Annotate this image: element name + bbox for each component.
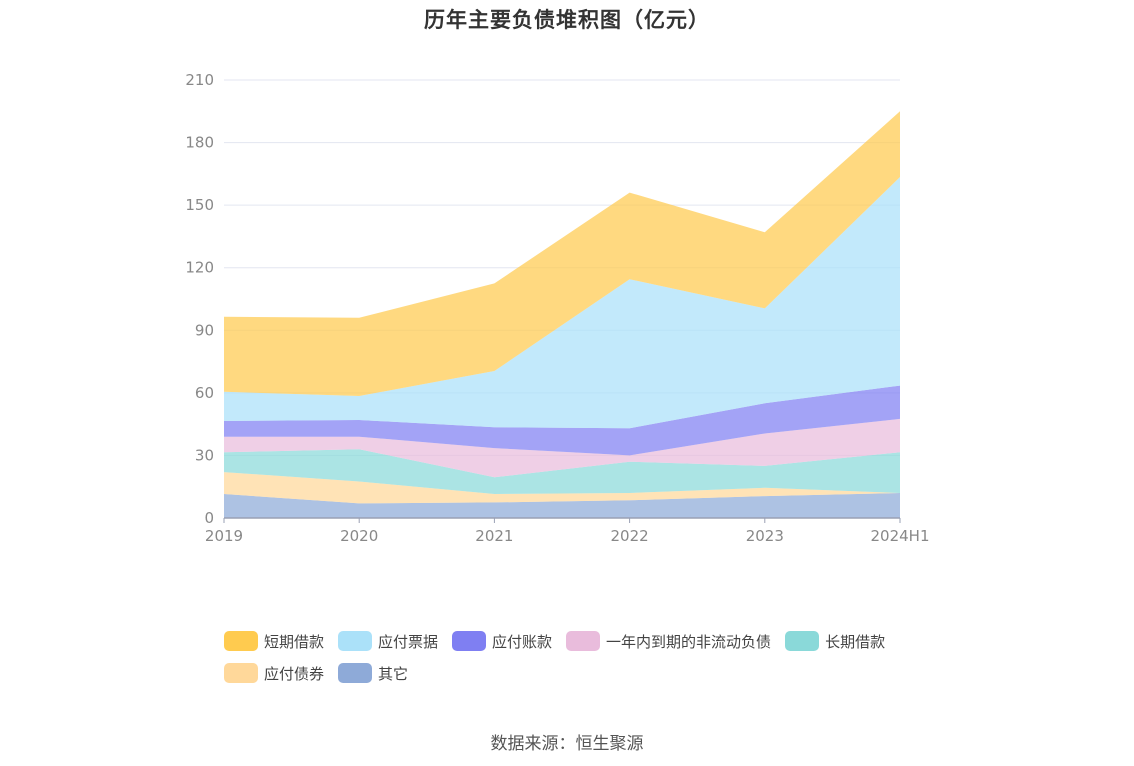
area-series-3[interactable] [224,418,900,478]
y-tick-label: 60 [195,384,214,402]
y-tick-label: 150 [185,196,214,214]
y-tick-label: 30 [195,446,214,464]
legend-item[interactable]: 应付债券 [224,662,324,684]
legend-swatch [338,631,373,651]
y-tick-label: 0 [204,509,214,527]
chart-legend: 短期借款 应付票据 应付账款 一年内到期的非流动负债 长期借款应付债券 其它 [224,630,944,684]
legend-swatch [566,631,601,651]
legend-label: 其它 [378,664,409,683]
chart-title: 历年主要负债堆积图（亿元） [424,8,710,32]
y-tick-label: 180 [185,134,214,152]
area-series-0[interactable] [224,493,900,518]
y-tick-label: 120 [185,259,214,277]
y-tick-label: 90 [195,321,214,339]
legend-label: 一年内到期的非流动负债 [606,632,772,651]
area-series-5[interactable] [224,177,900,429]
legend-item[interactable]: 一年内到期的非流动负债 [566,630,771,652]
legend-label: 应付票据 [378,632,439,651]
legend-label: 应付债券 [264,664,325,683]
legend-swatch [224,631,258,651]
x-tick-label: 2020 [340,527,378,545]
legend-item[interactable]: 应付票据 [338,630,438,652]
axes: 0 30 60 90 120 150 180 210 2019 2020 2021 2022 2023 2… [185,71,929,545]
area-series-2[interactable] [224,449,900,494]
legend-swatch [224,663,258,683]
source-note: 数据来源：恒生聚源 [490,734,644,754]
legend-swatch [338,663,373,683]
legend-item[interactable]: 短期借款 [224,630,324,652]
y-tick-label: 210 [185,71,214,89]
x-tick-label: 2022 [611,527,649,545]
area-series [224,111,900,518]
legend-item[interactable]: 应付账款 [452,630,552,652]
x-tick-label: 2023 [746,527,784,545]
legend-swatch [785,631,820,651]
legend-label: 应付账款 [492,632,553,651]
legend-label: 长期借款 [825,632,886,651]
legend-swatch [452,631,487,651]
x-tick-label: 2024H1 [871,527,930,545]
x-tick-label: 2019 [205,527,243,545]
legend-item[interactable]: 长期借款 [785,630,885,652]
legend-item[interactable]: 其它 [338,662,408,684]
area-series-4[interactable] [224,385,900,456]
area-series-1[interactable] [224,472,900,504]
x-tick-label: 2021 [475,527,513,545]
area-series-6[interactable] [224,111,900,397]
legend-label: 短期借款 [264,632,325,651]
